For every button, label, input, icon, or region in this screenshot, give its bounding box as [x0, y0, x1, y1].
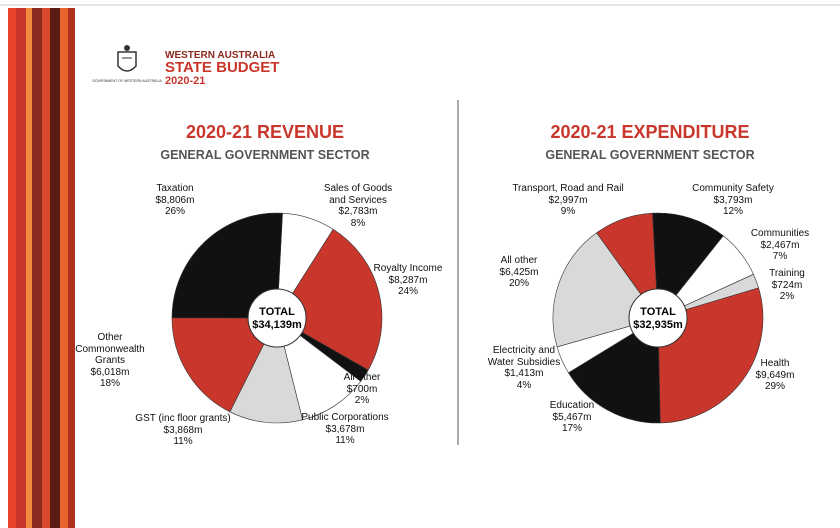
- pie-slice: [171, 212, 283, 319]
- slice-percent: 17%: [561, 423, 582, 434]
- slice-label: Taxation $8,806m 26%: [135, 183, 215, 218]
- slice-label: Transport, Road and Rail $2,997m 9%: [503, 183, 633, 218]
- slice-value: $700m: [346, 383, 378, 395]
- slice-name: Other Commonwealth Grants: [75, 332, 145, 366]
- slice-value: $8,287m: [388, 274, 428, 286]
- slice-percent: 2%: [779, 291, 795, 302]
- slice-name: All other: [500, 255, 538, 266]
- slice-label: Communities $2,467m 7%: [745, 228, 815, 263]
- slice-name: Electricity and Water Subsidies: [487, 345, 561, 368]
- chart-subtitle: GENERAL GOVERNMENT SECTOR: [160, 148, 369, 162]
- crest: [117, 45, 137, 72]
- pie-slice: [276, 317, 362, 421]
- slice-percent: 12%: [722, 206, 743, 217]
- slice-percent: 8%: [350, 217, 366, 229]
- slice-percent: 11%: [335, 435, 355, 446]
- slice-value: $1,413m: [504, 368, 544, 379]
- slice-value: $3,793m: [713, 194, 753, 206]
- slice-percent: 7%: [772, 251, 788, 262]
- center-hole: [247, 288, 307, 348]
- slice-label: Sales of Goods and Services $2,783m 8%: [318, 183, 398, 229]
- slice-percent: 9%: [560, 206, 576, 217]
- slice-name: Royalty Income: [373, 263, 443, 274]
- center-total: $34,139m: [252, 319, 302, 331]
- crest-text: GOVERNMENT OF WESTERN AUSTRALIA: [92, 79, 162, 83]
- slice-label: Public Corporations $3,678m 11%: [295, 412, 395, 447]
- slice-value: $6,018m: [90, 366, 130, 378]
- slice-percent: 29%: [764, 381, 785, 392]
- slice-percent: 24%: [397, 286, 418, 297]
- slice-percent: 26%: [164, 206, 185, 217]
- center-hole: [628, 288, 688, 348]
- slice-label: Health $9,649m 29%: [745, 358, 805, 393]
- pie-slice: [567, 317, 661, 424]
- slice-value: $2,467m: [760, 239, 800, 251]
- slice-percent: 11%: [173, 436, 193, 447]
- slice-name: Training: [769, 268, 805, 279]
- chart-subtitle: GENERAL GOVERNMENT SECTOR: [545, 148, 754, 162]
- center-total: $32,935m: [633, 319, 683, 331]
- pie-slice: [596, 212, 659, 320]
- slice-name: Community Safety: [692, 183, 774, 194]
- slice-name: All other: [343, 372, 381, 383]
- slice-label: Other Commonwealth Grants $6,018m 18%: [75, 332, 145, 390]
- slice-value: $3,868m: [163, 424, 203, 436]
- slice-value: $6,425m: [499, 266, 539, 278]
- stripes: [8, 8, 75, 528]
- slice-name: Transport, Road and Rail: [512, 183, 624, 194]
- pie-slice: [229, 317, 303, 424]
- header-line3: 2020-21: [165, 75, 205, 87]
- slice-percent: 18%: [99, 378, 120, 389]
- slice-value: $8,806m: [155, 194, 195, 206]
- slice-value: $2,997m: [548, 194, 588, 206]
- chart-title: 2020-21 EXPENDITURE: [550, 122, 749, 142]
- center-label: TOTAL: [259, 306, 295, 318]
- slice-percent: 20%: [508, 278, 529, 289]
- slice-percent: 2%: [354, 395, 370, 406]
- slice-value: $724m: [771, 279, 803, 291]
- slice-name: Education: [549, 400, 595, 411]
- slice-name: Taxation: [156, 183, 194, 194]
- slice-name: Public Corporations: [301, 412, 389, 423]
- slice-name: GST (inc floor grants): [135, 413, 231, 424]
- slice-name: Communities: [750, 228, 810, 239]
- center-label: TOTAL: [640, 306, 676, 318]
- slice-label: GST (inc floor grants) $3,868m 11%: [128, 413, 238, 448]
- slice-value: $9,649m: [755, 369, 795, 381]
- header-line1: WESTERN AUSTRALIA: [165, 50, 275, 61]
- slice-label: Training $724m 2%: [762, 268, 812, 303]
- slice-value: $5,467m: [552, 411, 592, 423]
- slice-value: $2,783m: [338, 206, 378, 217]
- chart-title: 2020-21 REVENUE: [186, 122, 344, 142]
- pie-slice: [171, 317, 278, 413]
- slice-label: Royalty Income $8,287m 24%: [368, 263, 448, 298]
- slice-label: Community Safety $3,793m 12%: [683, 183, 783, 218]
- slice-percent: 4%: [516, 379, 532, 391]
- slice-label: Education $5,467m 17%: [542, 400, 602, 435]
- pie-slice: [276, 228, 383, 371]
- slice-name: Health: [760, 358, 790, 369]
- header-line2: STATE BUDGET: [165, 59, 279, 76]
- slice-label: All other $700m 2%: [332, 372, 392, 407]
- slice-label: Electricity and Water Subsidies $1,413m 4%: [479, 345, 569, 391]
- slice-value: $3,678m: [325, 423, 365, 435]
- slice-name: Sales of Goods and Services: [323, 183, 393, 206]
- slice-label: All other $6,425m 20%: [489, 255, 549, 290]
